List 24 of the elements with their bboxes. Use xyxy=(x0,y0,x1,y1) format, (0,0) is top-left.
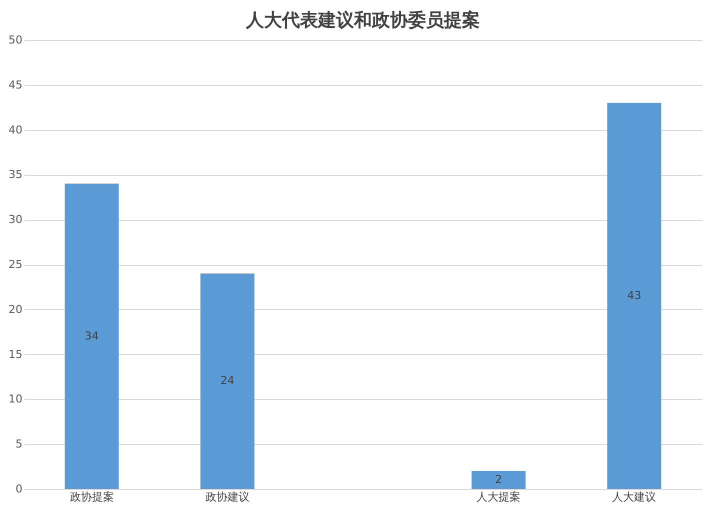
data-label: 34 xyxy=(84,329,99,342)
data-label: 24 xyxy=(220,374,234,388)
y-tick-label: 35 xyxy=(8,168,22,182)
y-tick-label: 20 xyxy=(8,302,22,316)
chart-title: 人大代表建议和政协委员提案 xyxy=(245,10,480,31)
y-tick-label: 30 xyxy=(8,213,22,226)
data-label: 2 xyxy=(495,473,502,486)
bar xyxy=(472,471,526,489)
bar xyxy=(607,102,662,489)
y-tick-label: 15 xyxy=(8,348,22,361)
x-tick-label: 人大建议 xyxy=(612,490,656,504)
x-tick-label: 政协建议 xyxy=(205,490,250,504)
data-label: 43 xyxy=(627,288,642,302)
x-tick-label: 人大提案 xyxy=(476,490,521,504)
y-tick-label: 10 xyxy=(8,392,22,406)
y-tick-label: 40 xyxy=(8,123,22,136)
y-tick-label: 45 xyxy=(8,78,22,92)
y-tick-label: 0 xyxy=(16,482,22,496)
x-tick-label: 政协提案 xyxy=(70,490,114,504)
y-tick-label: 25 xyxy=(8,258,22,271)
y-tick-label: 5 xyxy=(16,438,22,451)
y-tick-label: 50 xyxy=(8,34,22,46)
bar xyxy=(64,184,119,489)
bar xyxy=(200,273,254,489)
